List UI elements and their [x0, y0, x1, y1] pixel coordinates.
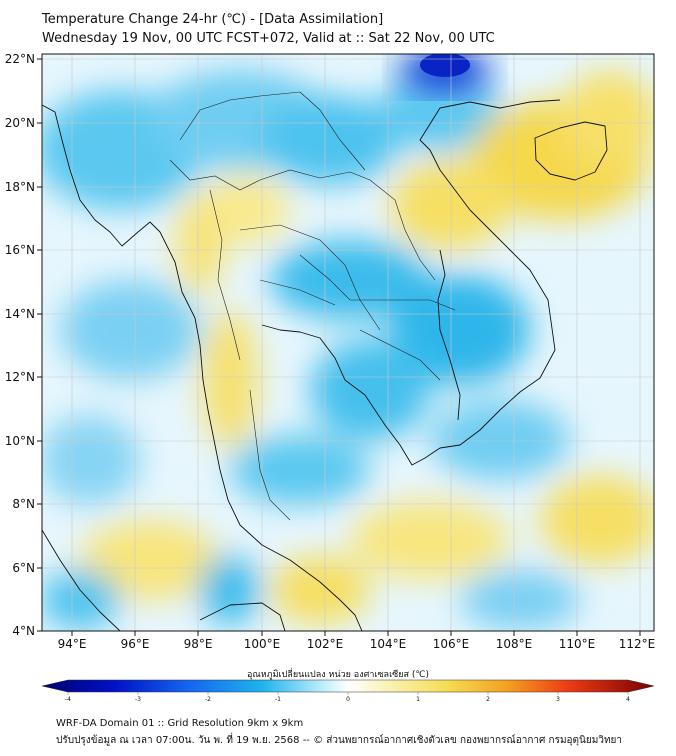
river-mekong	[437, 249, 461, 421]
lat-labels: 22°N 20°N 18°N 16°N 14°N 12°N 10°N 8°N 6…	[5, 52, 35, 638]
cold-area	[460, 570, 580, 630]
lat-label: 18°N	[5, 180, 35, 194]
colorbar-ticks	[67, 692, 629, 695]
lat-label: 6°N	[12, 561, 35, 575]
lon-label: 110°E	[559, 637, 596, 651]
cold-area	[380, 70, 500, 150]
cold-area	[430, 400, 570, 480]
border-line	[359, 329, 441, 381]
warm-area	[540, 475, 654, 565]
lon-label: 106°E	[433, 637, 470, 651]
island-hainan	[534, 121, 608, 181]
map-frame	[41, 53, 655, 632]
border-line	[249, 389, 291, 521]
colorbar-tick-label: -3	[135, 696, 141, 703]
coast-sumatra	[42, 529, 121, 631]
axis-ticks	[37, 58, 641, 636]
border-line	[239, 224, 381, 331]
cold-area	[60, 280, 200, 380]
warm-area	[560, 70, 654, 170]
lon-label: 104°E	[370, 637, 407, 651]
border-line	[179, 91, 301, 141]
border-line	[169, 159, 436, 281]
colorbar-tick-label: 0	[346, 696, 350, 703]
lon-label: 98°E	[184, 637, 213, 651]
coast-gulf-and-east	[261, 99, 561, 466]
lon-label: 96°E	[121, 637, 150, 651]
warm-area	[202, 310, 258, 450]
border-line	[299, 254, 456, 311]
cold-area	[260, 95, 400, 185]
colorbar-tick-label: -4	[65, 696, 71, 703]
coastlines	[42, 99, 608, 631]
coast-west-peninsula	[42, 104, 363, 631]
lon-label: 108°E	[496, 637, 533, 651]
cold-area	[42, 570, 120, 630]
colorbar-tick-label: 1	[416, 696, 420, 703]
colorbar-tick-labels: -4 -3 -2 -1 0 1 2 3 4	[65, 696, 630, 703]
border-line	[259, 279, 336, 306]
lat-label: 16°N	[5, 243, 35, 257]
lat-label: 22°N	[5, 52, 35, 66]
colorbar-tick-label: 2	[486, 696, 490, 703]
cold-area	[390, 275, 530, 385]
colorbar-bar	[41, 679, 655, 693]
map-title: Temperature Change 24-hr (℃) - [Data Ass…	[42, 12, 384, 27]
lat-label: 12°N	[5, 370, 35, 384]
lon-label: 94°E	[58, 637, 87, 651]
lat-label: 20°N	[5, 116, 35, 130]
footer-model-info: WRF-DA Domain 01 :: Grid Resolution 9km …	[56, 718, 304, 729]
cold-area	[230, 435, 370, 505]
admin-borders	[169, 91, 456, 521]
colorbar-tick-label: 4	[626, 696, 630, 703]
colorbar-tick-label: 3	[556, 696, 560, 703]
lat-label: 8°N	[12, 497, 35, 511]
map-subtitle: Wednesday 19 Nov, 00 UTC FCST+072, Valid…	[42, 31, 495, 46]
colorbar-label: อุณหภูมิเปลี่ยนแปลง หน่วย องศาเซลเซียส (…	[246, 670, 430, 680]
footer-credit: ปรับปรุงข้อมูล ณ เวลา 07:00น. วัน พ. ที่…	[56, 735, 623, 746]
border-line	[299, 91, 366, 171]
cold-area	[310, 340, 430, 440]
lon-label: 102°E	[307, 637, 344, 651]
lat-label: 4°N	[12, 624, 35, 638]
warm-area	[350, 500, 510, 580]
cold-area	[42, 415, 140, 505]
warm-area	[390, 160, 510, 250]
colorbar-tick-label: -2	[205, 696, 211, 703]
lon-label: 100°E	[244, 637, 281, 651]
lon-labels: 94°E 96°E 98°E 100°E 102°E 104°E 106°E 1…	[58, 637, 656, 651]
cold-area	[200, 555, 260, 625]
border-line	[209, 189, 241, 361]
colorbar: -4 -3 -2 -1 0 1 2 3 4	[41, 679, 655, 703]
warm-area	[270, 555, 370, 625]
coast-island-south	[199, 602, 286, 631]
strong-cold-core	[420, 54, 470, 77]
graticule	[42, 54, 654, 631]
lat-label: 10°N	[5, 434, 35, 448]
colorbar-tick-label: -1	[275, 696, 281, 703]
lat-label: 14°N	[5, 307, 35, 321]
warm-area	[175, 195, 225, 295]
warm-area	[80, 520, 220, 600]
lon-label: 112°E	[619, 637, 656, 651]
